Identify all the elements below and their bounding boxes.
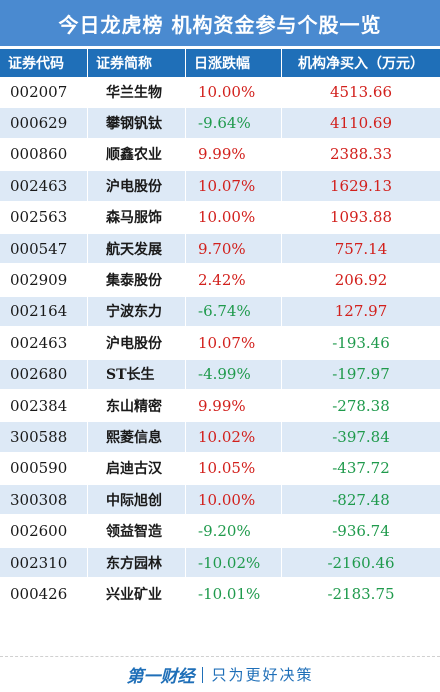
stock-name: 航天发展 — [88, 233, 186, 266]
table-row: 002310 东方园林 -10.02% -2160.46 — [0, 547, 440, 580]
stock-code: 002164 — [0, 296, 88, 329]
daily-change: 10.00% — [186, 202, 282, 234]
daily-change: 9.70% — [186, 233, 282, 266]
stock-name: 攀钢钒钛 — [88, 108, 186, 140]
institution-net-buy: -397.84 — [282, 422, 440, 454]
stock-code: 002600 — [0, 516, 88, 548]
stock-name: 森马服饰 — [88, 202, 186, 234]
daily-change: 10.00% — [186, 485, 282, 517]
table-row: 002007 华兰生物 10.00% 4513.66 — [0, 77, 440, 109]
header-net-buy: 机构净买入（万元） — [282, 46, 440, 77]
institution-net-buy: 757.14 — [282, 233, 440, 266]
table-row: 000547 航天发展 9.70% 757.14 — [0, 233, 440, 266]
table-row: 300308 中际旭创 10.00% -827.48 — [0, 485, 440, 517]
daily-change: 10.07% — [186, 171, 282, 203]
institution-net-buy: 4110.69 — [282, 108, 440, 140]
institution-net-buy: -2160.46 — [282, 547, 440, 580]
daily-change: 10.05% — [186, 453, 282, 486]
stock-code: 002007 — [0, 77, 88, 109]
institution-net-buy: -278.38 — [282, 390, 440, 423]
daily-change: -9.20% — [186, 516, 282, 548]
page-title: 今日龙虎榜 机构资金参与个股一览 — [0, 0, 440, 46]
daily-change: -4.99% — [186, 359, 282, 391]
institution-net-buy: 127.97 — [282, 296, 440, 329]
stock-name: 启迪古汉 — [88, 453, 186, 486]
footer: 第一财经 只为更好决策 — [0, 656, 440, 692]
stock-name: 领益智造 — [88, 516, 186, 548]
stock-code: 000590 — [0, 453, 88, 486]
brand-logo: 第一财经 — [126, 667, 195, 687]
stock-name: ST长生 — [88, 359, 186, 391]
institution-net-buy: 206.92 — [282, 265, 440, 297]
stock-code: 002680 — [0, 359, 88, 391]
institution-net-buy: 4513.66 — [282, 77, 440, 109]
institution-net-buy: -936.74 — [282, 516, 440, 548]
daily-change: 9.99% — [186, 139, 282, 172]
daily-change: -6.74% — [186, 296, 282, 329]
footer-divider — [202, 666, 204, 683]
stock-code: 002463 — [0, 171, 88, 203]
table-row: 002463 沪电股份 10.07% -193.46 — [0, 328, 440, 360]
table-body: 002007 华兰生物 10.00% 4513.66 000629 攀钢钒钛 -9.64% 4… — [0, 77, 440, 611]
stock-code: 000426 — [0, 579, 88, 611]
stock-code: 000860 — [0, 139, 88, 172]
institution-net-buy: -827.48 — [282, 485, 440, 517]
stock-name: 华兰生物 — [88, 77, 186, 109]
daily-change: -9.64% — [186, 108, 282, 140]
stock-code: 002463 — [0, 328, 88, 360]
stock-name: 熙菱信息 — [88, 422, 186, 454]
stock-code: 300588 — [0, 422, 88, 454]
daily-change: 10.00% — [186, 77, 282, 109]
header-change: 日涨跌幅 — [186, 46, 282, 77]
stock-name: 沪电股份 — [88, 171, 186, 203]
institution-net-buy: -2183.75 — [282, 579, 440, 611]
stock-code: 000547 — [0, 233, 88, 266]
table-row: 000629 攀钢钒钛 -9.64% 4110.69 — [0, 108, 440, 140]
daily-change: 10.02% — [186, 422, 282, 454]
table-row: 002463 沪电股份 10.07% 1629.13 — [0, 171, 440, 203]
header-name: 证券简称 — [88, 46, 186, 77]
stock-code: 002563 — [0, 202, 88, 234]
stock-name: 集泰股份 — [88, 265, 186, 297]
daily-change: -10.02% — [186, 547, 282, 580]
stock-name: 东方园林 — [88, 547, 186, 580]
institution-net-buy: -197.97 — [282, 359, 440, 391]
stock-name: 中际旭创 — [88, 485, 186, 517]
stock-code: 002909 — [0, 265, 88, 297]
institution-net-buy: 1629.13 — [282, 171, 440, 203]
table-row: 002164 宁波东力 -6.74% 127.97 — [0, 296, 440, 329]
stock-name: 东山精密 — [88, 390, 186, 423]
header-code: 证券代码 — [0, 46, 88, 77]
table-header-row: 证券代码 证券简称 日涨跌幅 机构净买入（万元） — [0, 46, 440, 77]
stock-code: 300308 — [0, 485, 88, 517]
institution-net-buy: 1093.88 — [282, 202, 440, 234]
daily-change: -10.01% — [186, 579, 282, 611]
table-row: 002680 ST长生 -4.99% -197.97 — [0, 359, 440, 391]
stock-code: 002310 — [0, 547, 88, 580]
stock-name: 沪电股份 — [88, 328, 186, 360]
table-row: 000860 顺鑫农业 9.99% 2388.33 — [0, 139, 440, 172]
institution-net-buy: -193.46 — [282, 328, 440, 360]
institution-net-buy: 2388.33 — [282, 139, 440, 172]
table-row: 000590 启迪古汉 10.05% -437.72 — [0, 453, 440, 486]
table-row: 002563 森马服饰 10.00% 1093.88 — [0, 202, 440, 234]
stock-name: 顺鑫农业 — [88, 139, 186, 172]
daily-change: 2.42% — [186, 265, 282, 297]
brand-slogan: 只为更好决策 — [211, 666, 314, 684]
table-row: 002909 集泰股份 2.42% 206.92 — [0, 265, 440, 297]
stock-code: 002384 — [0, 390, 88, 423]
institution-net-buy: -437.72 — [282, 453, 440, 486]
table-row: 300588 熙菱信息 10.02% -397.84 — [0, 422, 440, 454]
stock-name: 宁波东力 — [88, 296, 186, 329]
daily-change: 9.99% — [186, 390, 282, 423]
daily-change: 10.07% — [186, 328, 282, 360]
table-row: 002384 东山精密 9.99% -278.38 — [0, 390, 440, 423]
stock-name: 兴业矿业 — [88, 579, 186, 611]
institution-trading-table: 证券代码 证券简称 日涨跌幅 机构净买入（万元） 002007 华兰生物 10.00… — [0, 46, 440, 611]
table-row: 002600 领益智造 -9.20% -936.74 — [0, 516, 440, 548]
stock-code: 000629 — [0, 108, 88, 140]
table-row: 000426 兴业矿业 -10.01% -2183.75 — [0, 579, 440, 611]
